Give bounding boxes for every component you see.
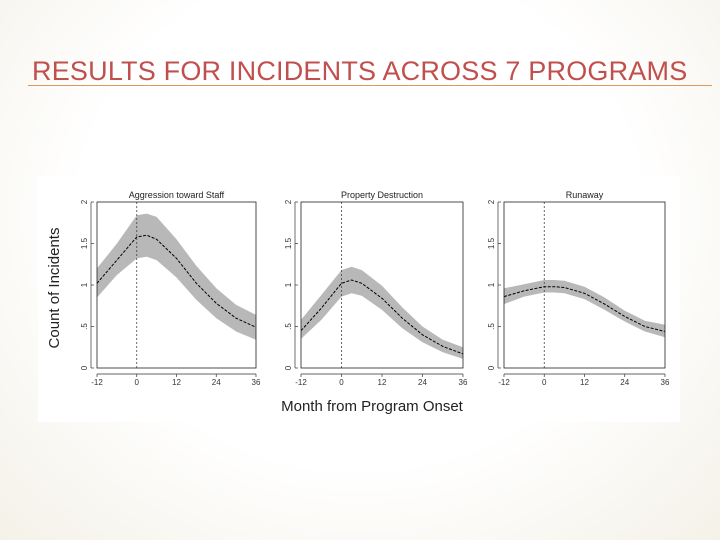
x-tick-label: 0 [339, 378, 344, 387]
chart-figure: Count of Incidents Month from Program On… [46, 190, 670, 415]
y-tick-label: 0 [284, 365, 293, 370]
y-tick-label: .5 [284, 323, 293, 330]
x-tick-label: 36 [252, 378, 261, 387]
confidence-band [504, 280, 665, 338]
x-tick-label: 36 [459, 378, 468, 387]
y-tick-label: 0 [80, 365, 89, 370]
y-tick-label: 2 [487, 199, 496, 204]
estimate-line [503, 286, 666, 332]
x-tick-label: 36 [661, 378, 670, 387]
x-tick-label: -12 [91, 378, 103, 387]
figure-panel: Count of Incidents Month from Program On… [38, 176, 680, 422]
x-tick-label: 24 [418, 378, 427, 387]
x-tick-label: 0 [542, 378, 547, 387]
y-tick-label: 1 [487, 282, 496, 287]
panel-title: Aggression toward Staff [129, 190, 225, 200]
plot-frame [300, 201, 464, 369]
x-tick-label: -12 [295, 378, 307, 387]
y-tick-label: .5 [80, 323, 89, 330]
y-tick-label: 1.5 [80, 237, 89, 249]
plot-frame [503, 201, 666, 369]
y-tick-label: .5 [487, 323, 496, 330]
y-tick-label: 2 [80, 199, 89, 204]
title-rule [28, 85, 712, 86]
y-tick-label: 0 [487, 365, 496, 370]
y-tick-label: 1 [80, 282, 89, 287]
confidence-band [301, 266, 463, 359]
x-tick-label: -12 [498, 378, 510, 387]
y-tick-label: 2 [284, 199, 293, 204]
x-tick-label: 24 [212, 378, 221, 387]
estimate-line [300, 279, 464, 355]
x-tick-label: 12 [580, 378, 589, 387]
x-tick-label: 12 [378, 378, 387, 387]
x-tick-label: 24 [620, 378, 629, 387]
plot-frame [96, 201, 257, 369]
panel-title: Runaway [566, 190, 604, 200]
estimate-line [96, 234, 257, 328]
x-axis-label: Month from Program Onset [281, 398, 464, 415]
x-tick-label: 12 [172, 378, 181, 387]
y-axis-label: Count of Incidents [46, 228, 63, 349]
y-tick-label: 1.5 [284, 237, 293, 249]
y-tick-label: 1 [284, 282, 293, 287]
slide-title: RESULTS FOR INCIDENTS ACROSS 7 PROGRAMS [32, 56, 688, 86]
y-tick-label: 1.5 [487, 237, 496, 249]
confidence-band [97, 213, 256, 340]
panel-title: Property Destruction [341, 190, 423, 200]
x-tick-label: 0 [135, 378, 140, 387]
